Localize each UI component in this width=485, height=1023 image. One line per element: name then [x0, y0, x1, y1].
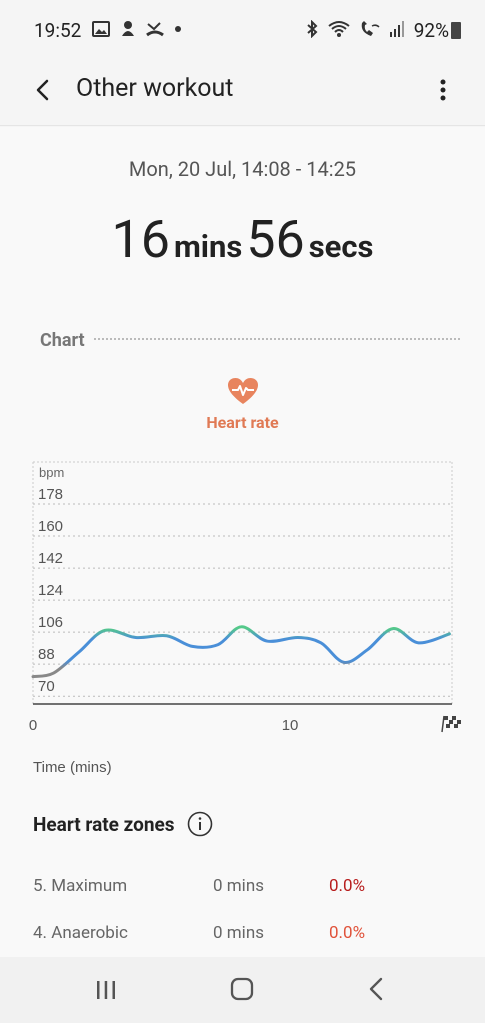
duration-secs-value: 56: [246, 209, 305, 270]
battery-icon: [451, 22, 461, 39]
chart-y-tick-label: 142: [38, 550, 63, 567]
heart-rate-label: Heart rate: [206, 413, 279, 432]
wifi-icon: [328, 21, 350, 37]
zone-percent: 0.0%: [329, 923, 366, 943]
chart-y-axis-label: bpm: [39, 465, 64, 480]
home-icon[interactable]: [230, 977, 254, 1001]
wifi-calling-icon: [361, 21, 380, 36]
signal-icon: [390, 21, 404, 37]
battery-percent: 92%: [413, 19, 449, 42]
missed-call-icon: [146, 22, 164, 37]
zone-row: 5. Maximum 0 mins 0.0%: [33, 876, 473, 900]
chart-x-tick-label: 10: [282, 717, 299, 734]
status-time: 19:52: [34, 19, 82, 42]
info-icon[interactable]: [187, 811, 213, 837]
zone-time: 0 mins: [213, 876, 264, 896]
duration-mins-unit: mins: [173, 228, 243, 265]
chart-section-label: Chart: [40, 330, 93, 351]
duration-mins-value: 16: [111, 209, 170, 270]
finish-flag-icon: [441, 715, 461, 733]
back-icon[interactable]: [366, 977, 386, 1001]
duration-secs-unit: secs: [308, 228, 374, 265]
section-divider: [94, 338, 460, 340]
chart-x-tick-label: 0: [29, 717, 37, 734]
page-title: Other workout: [76, 74, 234, 103]
chart-y-tick-label: 124: [38, 582, 63, 599]
chart-y-tick-label: 88: [38, 646, 55, 663]
zone-percent: 0.0%: [329, 876, 366, 896]
zone-row: 4. Anaerobic 0 mins 0.0%: [33, 923, 473, 947]
chart-y-tick-label: 70: [38, 678, 55, 695]
workout-content: Mon, 20 Jul, 14:08 - 14:25 16 mins 56 se…: [0, 127, 485, 957]
workout-duration: 16 mins 56 secs: [0, 209, 485, 270]
heart-rate-chart: bpm 178 160 142 124 106 88 70 0 10 Time (mins): [29, 461, 461, 776]
system-nav-bar: [0, 957, 485, 1023]
notification-icon: [122, 21, 134, 36]
chart-y-tick-label: 106: [38, 614, 63, 631]
chart-y-tick-label: 160: [38, 518, 63, 535]
heart-rate-zones-header: Heart rate zones: [33, 811, 213, 837]
workout-date-range: Mon, 20 Jul, 14:08 - 14:25: [128, 157, 357, 181]
zone-name: 4. Anaerobic: [33, 923, 128, 943]
heart-rate-line: [31, 625, 451, 679]
app-bar: Other workout: [0, 62, 485, 126]
more-options-button[interactable]: [431, 76, 455, 104]
chart-y-tick-label: 178: [38, 486, 63, 503]
chart-section-header: Chart: [40, 330, 460, 354]
gallery-icon: [92, 21, 110, 37]
back-button[interactable]: [30, 76, 58, 104]
status-icons-right: [305, 20, 405, 38]
bluetooth-icon: [307, 20, 318, 38]
recent-apps-icon[interactable]: [95, 979, 117, 1001]
zone-name: 5. Maximum: [33, 876, 128, 896]
dot-icon: [175, 26, 181, 32]
status-bar: 19:52 92%: [0, 0, 485, 62]
chart-x-axis-label: Time (mins): [33, 759, 112, 776]
heart-rate-icon: [228, 378, 258, 404]
heart-rate-zones-title: Heart rate zones: [33, 812, 175, 836]
zone-time: 0 mins: [213, 923, 264, 943]
status-icons-left: [92, 20, 182, 38]
